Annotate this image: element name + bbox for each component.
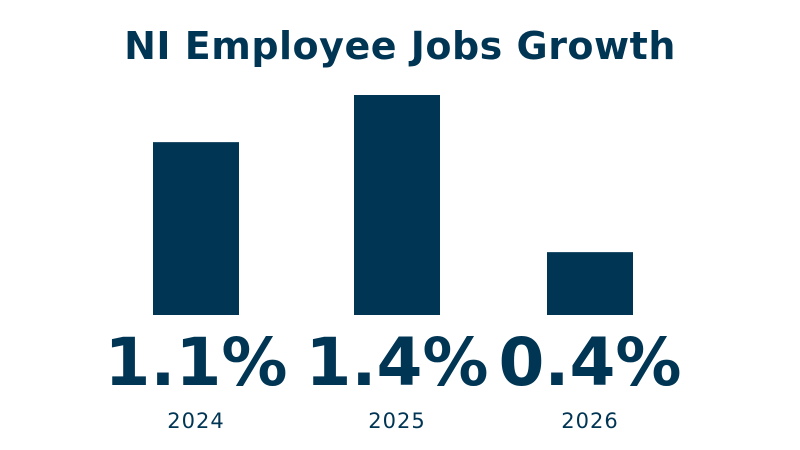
bar-2024 — [153, 142, 239, 315]
data-label-2024: 1.1% — [104, 324, 287, 401]
category-label-2026: 2026 — [561, 409, 618, 433]
bar-2025 — [354, 95, 440, 315]
data-label-2026: 0.4% — [498, 324, 681, 401]
chart-title: NI Employee Jobs Growth — [124, 24, 676, 68]
category-label-2024: 2024 — [167, 409, 224, 433]
category-label-2025: 2025 — [368, 409, 425, 433]
data-label-2025: 1.4% — [305, 324, 488, 401]
bar-2026 — [547, 252, 633, 315]
